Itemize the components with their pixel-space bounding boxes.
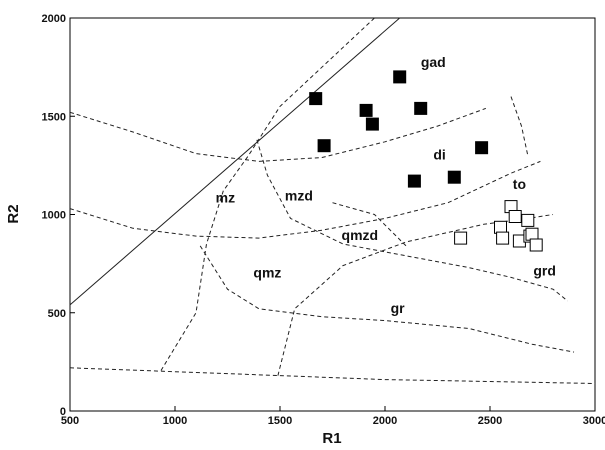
region-label-qmz: qmz — [253, 264, 281, 280]
open-square-point — [521, 213, 535, 227]
open-square-point — [525, 227, 539, 241]
y-tick-label: 0 — [60, 406, 66, 418]
open-square-point — [508, 210, 522, 223]
filled-square-point — [475, 141, 489, 155]
region-label-grd: grd — [533, 262, 556, 278]
x-tick-label: 2500 — [478, 415, 502, 427]
x-tick-label: 500 — [61, 415, 79, 427]
field-boundary-line-7 — [332, 202, 409, 249]
field-boundary-line-9 — [69, 367, 596, 384]
filled-square-point — [359, 103, 373, 117]
region-label-to: to — [513, 176, 526, 192]
x-tick-label: 1500 — [268, 415, 292, 427]
y-tick-label: 1500 — [42, 111, 66, 123]
x-tick-label: 2000 — [373, 415, 397, 427]
field-boundary-line-6 — [199, 245, 575, 353]
y-tick-label: 500 — [48, 308, 66, 320]
open-square-point — [494, 220, 507, 234]
y-axis-ticks: 0 500 1000 1500 2000 — [42, 13, 75, 418]
y-tick-label: 1000 — [42, 210, 66, 222]
filled-square-point — [407, 174, 421, 188]
x-tick-label: 1000 — [163, 415, 187, 427]
region-label-di: di — [433, 147, 445, 163]
filled-square-point — [414, 101, 428, 115]
filled-square-point — [317, 139, 331, 153]
open-square-point — [496, 231, 510, 245]
open-square-point — [454, 231, 468, 245]
field-boundary-line-4 — [69, 160, 541, 239]
field-boundary-line-2 — [159, 17, 375, 372]
filled-square-point — [365, 117, 379, 131]
field-boundary-line-3 — [69, 107, 486, 162]
region-labels: gad di to mz mzd qmzd qmz gr grd — [216, 54, 556, 316]
x-axis-label: R1 — [322, 430, 341, 447]
x-axis-ticks: 500 1000 1500 2000 2500 3000 — [61, 406, 605, 427]
field-boundary-line-10 — [510, 96, 529, 156]
open-square-point — [529, 238, 543, 252]
filled-square-point — [447, 170, 461, 184]
field-boundary-line-5 — [256, 139, 569, 302]
region-label-qmzd: qmzd — [342, 227, 379, 243]
region-label-gad: gad — [421, 54, 446, 70]
y-tick-label: 2000 — [42, 13, 66, 25]
filled-square-point — [393, 70, 407, 84]
region-label-mzd: mzd — [285, 188, 313, 204]
plot-area — [69, 17, 596, 412]
field-boundary-line-1 — [69, 17, 401, 306]
y-axis-label: R2 — [5, 204, 22, 223]
region-label-mz: mz — [216, 190, 235, 206]
region-label-gr: gr — [391, 300, 406, 316]
x-tick-label: 3000 — [583, 415, 605, 427]
data-points — [309, 70, 543, 252]
filled-square-point — [309, 92, 323, 106]
